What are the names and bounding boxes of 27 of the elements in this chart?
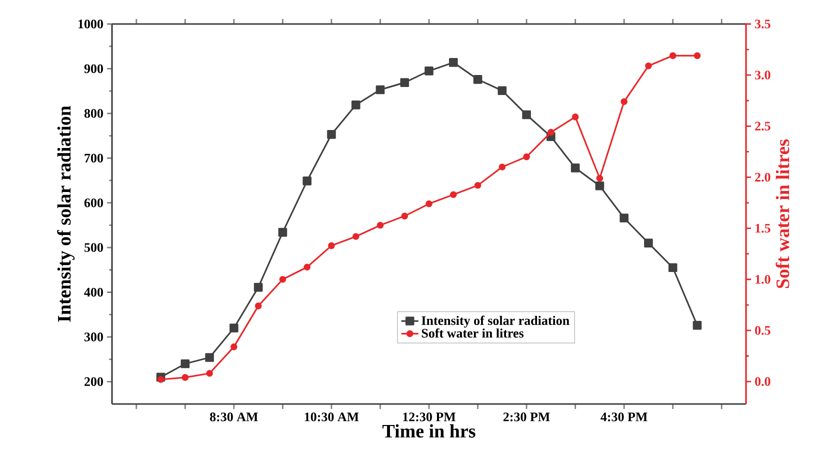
x-tick-label: 4:30 PM xyxy=(600,412,648,422)
y2-tick-label: 2.0 xyxy=(755,172,770,182)
y-tick-label: 400 xyxy=(84,288,103,297)
x-axis-title: Time in hrs xyxy=(382,424,476,438)
y-tick-label: 800 xyxy=(84,109,103,118)
y-tick-label: 900 xyxy=(84,64,103,74)
y-tick-label: 300 xyxy=(84,332,103,342)
x-tick-label: 12:30 PM xyxy=(403,412,456,422)
y2-tick-label: 0.0 xyxy=(755,377,770,386)
y-tick-label: 500 xyxy=(84,243,103,252)
y2-tick-label: 0.5 xyxy=(755,326,770,335)
legend-label: Soft water in litres xyxy=(422,328,524,338)
x-tick-label: 8:30 AM xyxy=(210,412,258,422)
y2-tick-label: 1.0 xyxy=(756,274,770,284)
y2-tick-label: 3.5 xyxy=(755,20,770,28)
y-tick-label: 600 xyxy=(84,198,103,208)
y2-axis-title: Soft water in litres xyxy=(776,139,790,288)
y-tick-label: 200 xyxy=(84,377,103,386)
y-tick-label: 700 xyxy=(84,154,103,163)
y-tick-label: 1000 xyxy=(78,20,103,28)
x-tick-label: 2:30 PM xyxy=(503,412,550,422)
y-axis-title: Intensity of solar radiation xyxy=(57,106,75,322)
y2-tick-label: 3.0 xyxy=(755,70,770,80)
x-tick-label: 10:30 AM xyxy=(304,412,359,422)
y2-tick-label: 1.5 xyxy=(756,224,770,233)
y2-tick-label: 2.5 xyxy=(755,122,770,131)
legend-label: Intensity of solar radiation xyxy=(422,316,570,328)
